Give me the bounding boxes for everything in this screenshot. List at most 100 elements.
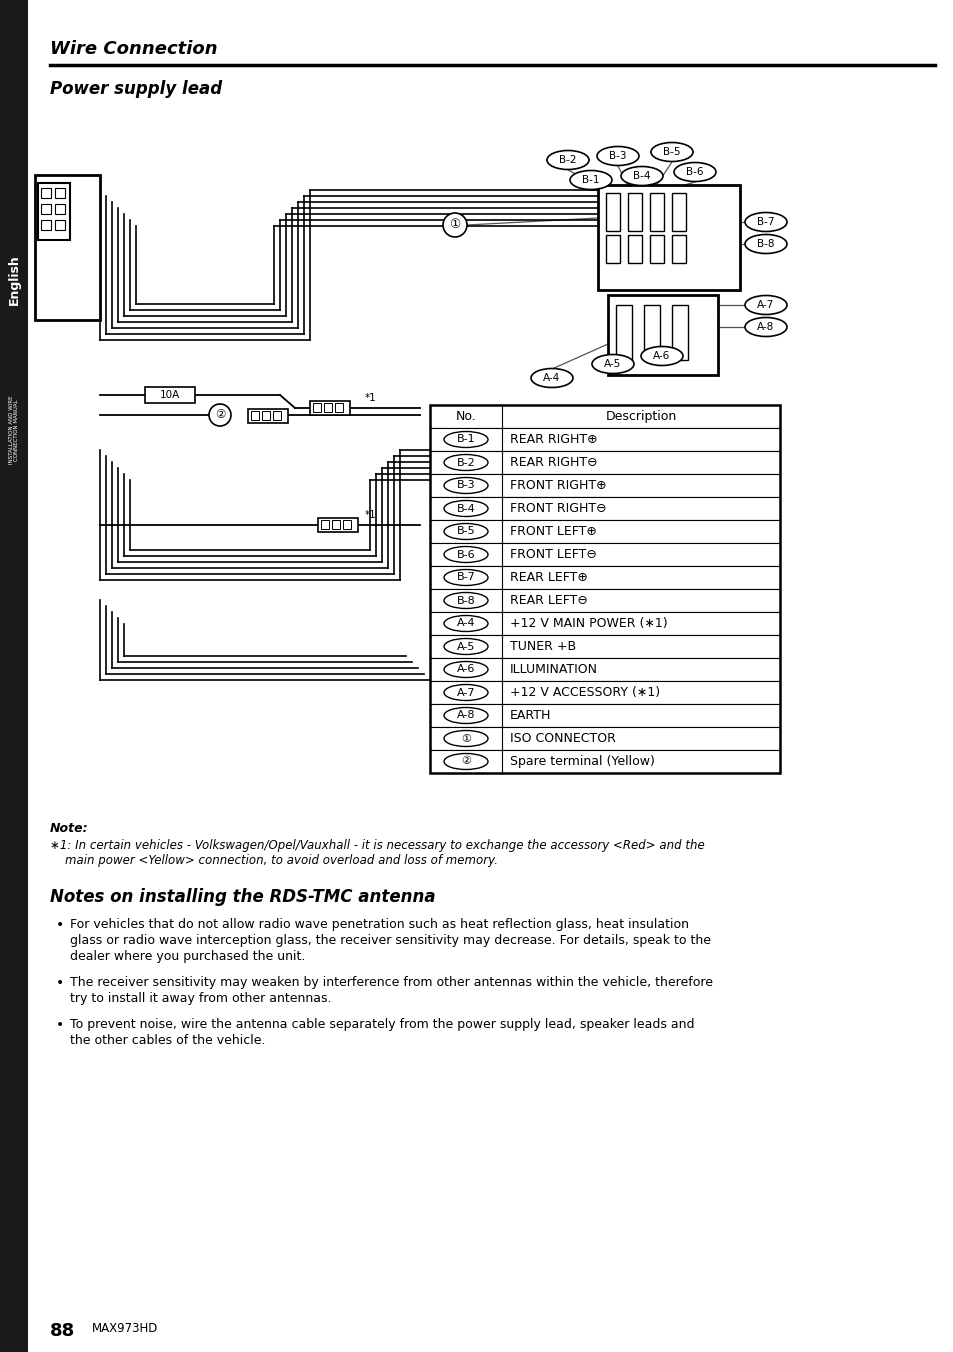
Bar xyxy=(317,518,357,531)
Text: For vehicles that do not allow radio wave penetration such as heat reflection gl: For vehicles that do not allow radio wav… xyxy=(70,918,688,932)
Text: glass or radio wave interception glass, the receiver sensitivity may decrease. F: glass or radio wave interception glass, … xyxy=(70,934,710,946)
Text: B-8: B-8 xyxy=(456,595,475,606)
Bar xyxy=(41,204,51,214)
Bar xyxy=(671,235,685,264)
Text: ①: ① xyxy=(460,734,471,744)
Bar xyxy=(55,204,65,214)
Bar xyxy=(343,521,351,529)
Text: A-5: A-5 xyxy=(604,360,621,369)
Text: A-4: A-4 xyxy=(543,373,560,383)
Text: FRONT RIGHT⊖: FRONT RIGHT⊖ xyxy=(510,502,606,515)
Ellipse shape xyxy=(744,234,786,254)
Bar xyxy=(430,566,780,589)
Text: Spare terminal (Yellow): Spare terminal (Yellow) xyxy=(510,754,654,768)
Bar xyxy=(598,185,740,289)
Bar xyxy=(430,635,780,658)
Text: FRONT LEFT⊖: FRONT LEFT⊖ xyxy=(510,548,597,561)
Bar xyxy=(430,498,780,521)
Ellipse shape xyxy=(443,477,488,493)
Bar xyxy=(145,387,194,403)
Bar xyxy=(627,193,641,231)
Text: TUNER +B: TUNER +B xyxy=(510,639,576,653)
Text: +12 V ACCESSORY (∗1): +12 V ACCESSORY (∗1) xyxy=(510,685,659,699)
Text: Description: Description xyxy=(605,410,676,423)
Bar xyxy=(643,306,659,360)
Bar xyxy=(649,193,663,231)
Text: B-3: B-3 xyxy=(609,151,626,161)
Text: REAR RIGHT⊕: REAR RIGHT⊕ xyxy=(510,433,597,446)
Text: dealer where you purchased the unit.: dealer where you purchased the unit. xyxy=(70,950,305,963)
Circle shape xyxy=(209,404,231,426)
Ellipse shape xyxy=(443,753,488,769)
Bar xyxy=(430,658,780,681)
Text: MAX973HD: MAX973HD xyxy=(91,1322,158,1334)
Ellipse shape xyxy=(597,146,639,165)
Ellipse shape xyxy=(592,354,634,373)
Text: To prevent noise, wire the antenna cable separately from the power supply lead, : To prevent noise, wire the antenna cable… xyxy=(70,1018,694,1032)
Bar xyxy=(248,410,288,423)
Text: B-8: B-8 xyxy=(757,239,774,249)
Text: •: • xyxy=(56,1018,64,1032)
Ellipse shape xyxy=(650,142,692,161)
Bar xyxy=(430,612,780,635)
Ellipse shape xyxy=(443,592,488,608)
Ellipse shape xyxy=(443,569,488,585)
Bar xyxy=(671,193,685,231)
Text: ∗1: In certain vehicles - Volkswagen/Opel/Vauxhall - it is necessary to exchange: ∗1: In certain vehicles - Volkswagen/Ope… xyxy=(50,840,704,852)
Text: the other cables of the vehicle.: the other cables of the vehicle. xyxy=(70,1034,265,1046)
Text: B-1: B-1 xyxy=(456,434,475,445)
Text: A-6: A-6 xyxy=(653,352,670,361)
Bar xyxy=(41,188,51,197)
Ellipse shape xyxy=(443,454,488,470)
Text: B-1: B-1 xyxy=(581,174,599,185)
Text: A-8: A-8 xyxy=(757,322,774,333)
Text: B-4: B-4 xyxy=(633,170,650,181)
Text: ②: ② xyxy=(460,757,471,767)
Text: B-2: B-2 xyxy=(456,457,475,468)
Text: •: • xyxy=(56,918,64,932)
Bar xyxy=(627,235,641,264)
Text: Wire Connection: Wire Connection xyxy=(50,41,217,58)
Ellipse shape xyxy=(569,170,612,189)
Bar xyxy=(430,544,780,566)
Text: REAR RIGHT⊖: REAR RIGHT⊖ xyxy=(510,456,597,469)
Text: A-6: A-6 xyxy=(456,664,475,675)
Bar xyxy=(430,589,780,612)
Bar xyxy=(0,0,28,1352)
Text: 10A: 10A xyxy=(160,389,180,400)
Ellipse shape xyxy=(443,707,488,723)
Bar xyxy=(430,727,780,750)
Ellipse shape xyxy=(443,661,488,677)
Bar xyxy=(55,188,65,197)
Bar xyxy=(251,411,258,420)
Text: 88: 88 xyxy=(50,1322,75,1340)
Text: Note:: Note: xyxy=(50,822,89,836)
Bar xyxy=(310,402,350,415)
Bar xyxy=(430,681,780,704)
Bar xyxy=(41,220,51,230)
Ellipse shape xyxy=(620,166,662,185)
Bar xyxy=(313,403,320,412)
Text: B-5: B-5 xyxy=(662,147,680,157)
Bar xyxy=(430,750,780,773)
Bar xyxy=(430,475,780,498)
Text: A-8: A-8 xyxy=(456,711,475,721)
Text: REAR LEFT⊖: REAR LEFT⊖ xyxy=(510,594,587,607)
Ellipse shape xyxy=(443,431,488,448)
Bar xyxy=(35,174,100,320)
Text: FRONT LEFT⊕: FRONT LEFT⊕ xyxy=(510,525,597,538)
Text: B-5: B-5 xyxy=(456,526,475,537)
Text: ISO CONNECTOR: ISO CONNECTOR xyxy=(510,731,616,745)
Bar xyxy=(55,220,65,230)
Ellipse shape xyxy=(443,638,488,654)
Circle shape xyxy=(442,214,467,237)
Bar xyxy=(616,306,631,360)
Text: +12 V MAIN POWER (∗1): +12 V MAIN POWER (∗1) xyxy=(510,617,667,630)
Bar xyxy=(605,193,619,231)
Text: A-7: A-7 xyxy=(456,688,475,698)
Ellipse shape xyxy=(531,369,573,388)
Bar xyxy=(430,406,780,429)
Text: REAR LEFT⊕: REAR LEFT⊕ xyxy=(510,571,587,584)
Text: try to install it away from other antennas.: try to install it away from other antenn… xyxy=(70,992,331,1005)
Bar xyxy=(430,704,780,727)
